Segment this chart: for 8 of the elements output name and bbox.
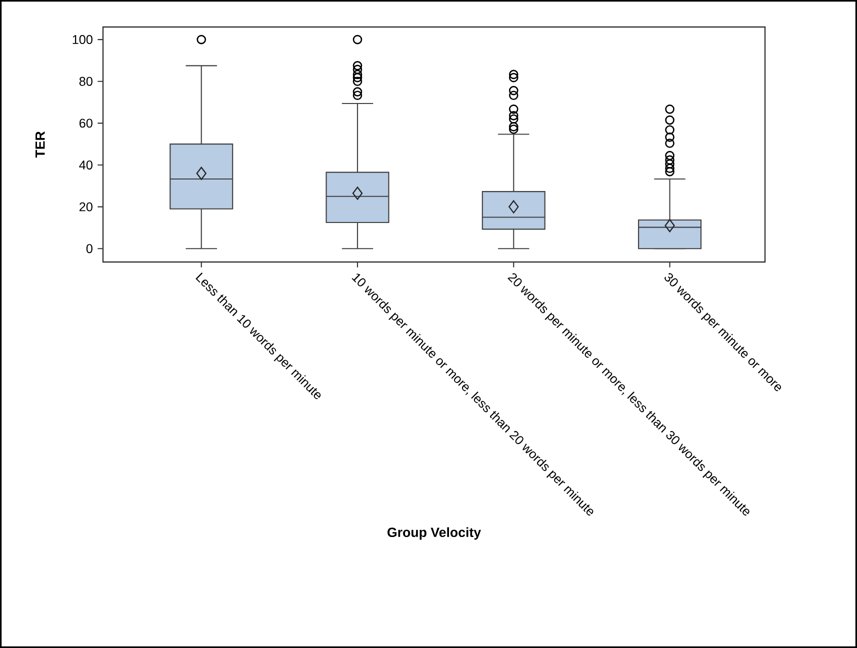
y-tick-label: 20 xyxy=(79,202,92,212)
y-tick-label: 40 xyxy=(79,160,92,170)
y-axis-title: TER xyxy=(36,131,45,158)
x-axis-title: Group Velocity xyxy=(388,527,481,540)
y-tick-label: 0 xyxy=(86,244,92,254)
y-tick-label: 100 xyxy=(72,35,92,44)
y-tick-label: 60 xyxy=(80,118,92,128)
y-tick-label: 80 xyxy=(79,76,92,86)
